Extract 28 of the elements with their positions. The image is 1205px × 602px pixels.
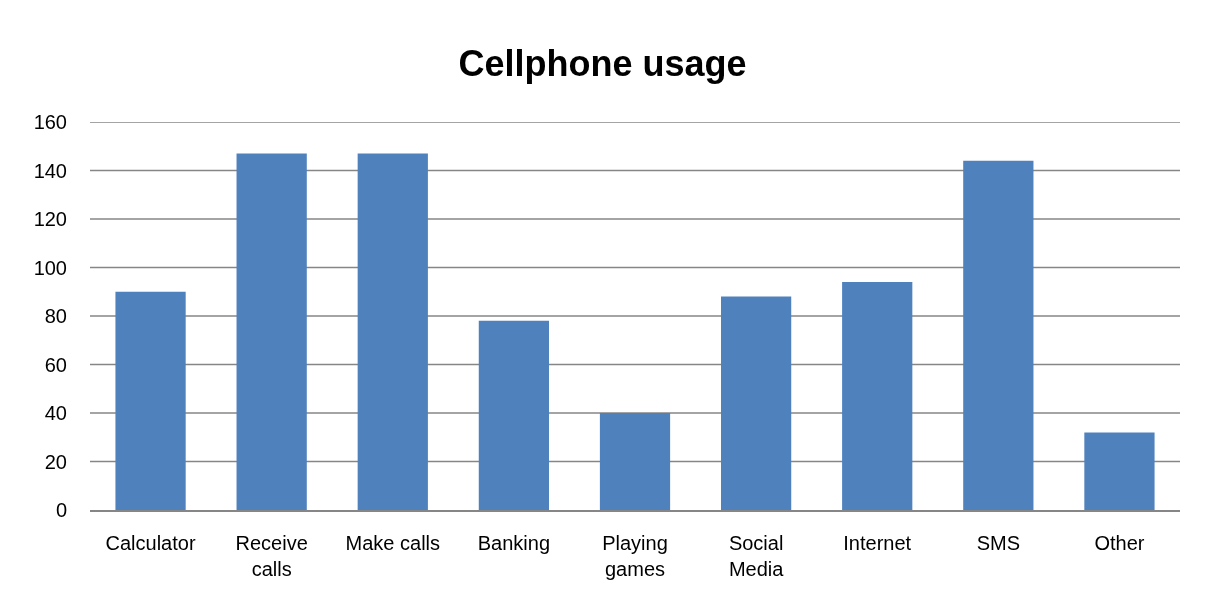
bar (236, 153, 307, 510)
bar (842, 282, 913, 510)
x-tick-label: Receive calls (235, 531, 308, 580)
y-tick-label: 20 (44, 450, 67, 473)
y-tick-label: 40 (44, 402, 67, 424)
x-tick-label: Playing games (602, 531, 668, 580)
x-tick-label: Other (1094, 531, 1145, 554)
bar (963, 160, 1034, 510)
y-tick-label: 80 (44, 305, 67, 327)
bar (357, 153, 428, 510)
y-tick-label: 120 (33, 208, 67, 230)
y-tick-label: 60 (44, 353, 67, 376)
x-tick-label: Banking (477, 531, 551, 554)
bar (115, 291, 186, 510)
y-tick-label: 140 (33, 159, 67, 182)
bar (478, 320, 550, 510)
x-tick-label: Make calls (345, 531, 441, 554)
x-tick-label: Calculator (105, 531, 196, 554)
x-tick-label: Social Media (728, 531, 785, 580)
bar (720, 296, 792, 510)
chart-title: Cellphone usage (458, 42, 747, 84)
y-tick-label: 100 (33, 256, 67, 279)
bar (1084, 432, 1155, 510)
y-tick-label: 0 (55, 499, 67, 521)
x-tick-label: SMS (976, 531, 1020, 554)
y-tick-label: 160 (33, 111, 67, 133)
bar (599, 413, 671, 510)
x-tick-label: Internet (843, 531, 912, 554)
